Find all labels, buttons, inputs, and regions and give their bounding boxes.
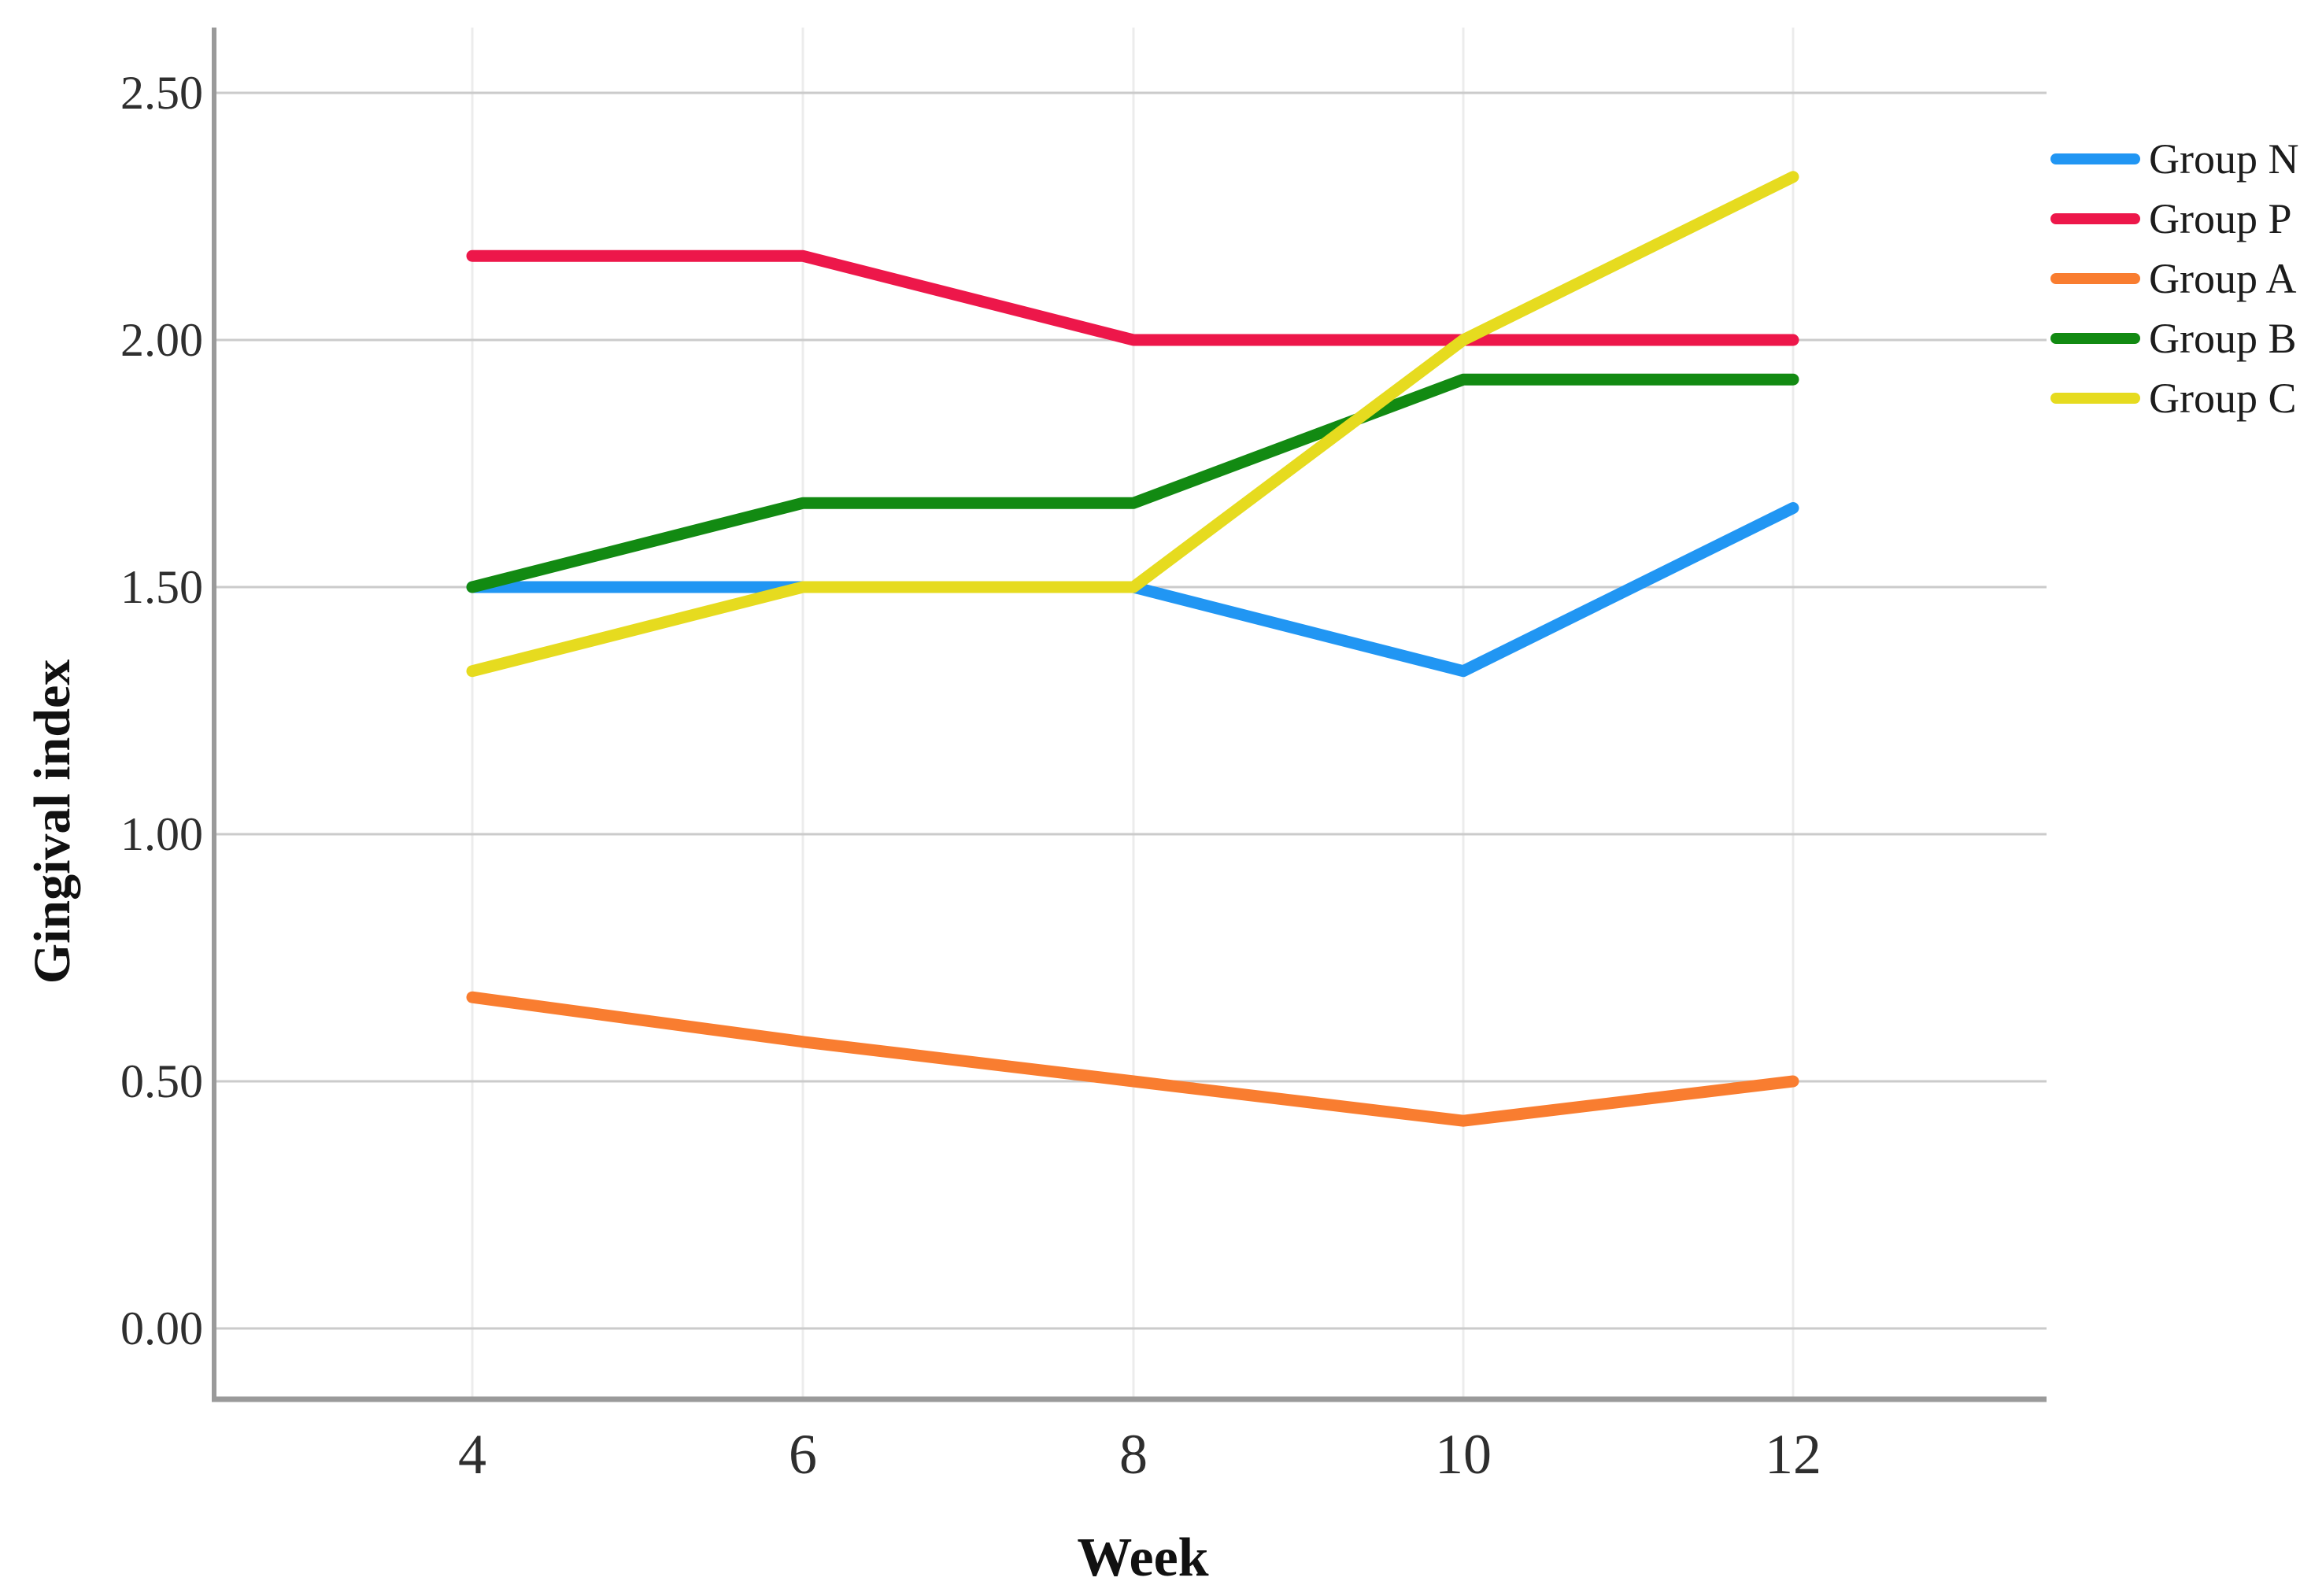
y-tick-label-1.00: 1.00 — [120, 808, 203, 860]
legend-label-group-a: Group A — [2149, 255, 2297, 302]
series-lines — [466, 171, 1799, 1127]
y-axis-title: Gingival index — [24, 659, 81, 985]
y-tick-label-0.00: 0.00 — [120, 1302, 203, 1354]
axes — [212, 28, 2047, 1402]
legend: Group N Group P Group A Group B Group C — [2050, 135, 2298, 422]
x-axis-title: Week — [1077, 1528, 1208, 1588]
x-tick-label-10: 10 — [1435, 1423, 1492, 1486]
series-line-group-a — [466, 991, 1799, 1127]
legend-label-group-n: Group N — [2149, 135, 2298, 183]
vertical-gridlines — [471, 28, 1795, 1399]
y-tick-label-2.00: 2.00 — [120, 314, 203, 366]
legend-label-group-c: Group C — [2149, 375, 2297, 422]
x-tick-label-4: 4 — [458, 1423, 486, 1486]
y-tick-label-1.50: 1.50 — [120, 561, 203, 613]
y-tick-label-2.50: 2.50 — [120, 67, 203, 119]
legend-label-group-p: Group P — [2149, 195, 2292, 242]
series-line-group-b — [466, 373, 1799, 593]
x-tick-label-8: 8 — [1119, 1423, 1148, 1486]
y-tick-label-0.50: 0.50 — [120, 1055, 203, 1107]
x-tick-label-6: 6 — [789, 1423, 817, 1486]
series-line-group-p — [466, 249, 1799, 346]
horizontal-gridlines — [214, 91, 2047, 1330]
series-line-group-c — [466, 171, 1799, 678]
x-tick-label-12: 12 — [1765, 1423, 1821, 1486]
legend-label-group-b: Group B — [2149, 315, 2297, 362]
y-axis-tick-labels: 0.00 0.50 1.00 1.50 2.00 2.50 — [120, 67, 203, 1354]
x-axis-tick-labels: 4 6 8 10 12 — [458, 1423, 1821, 1486]
